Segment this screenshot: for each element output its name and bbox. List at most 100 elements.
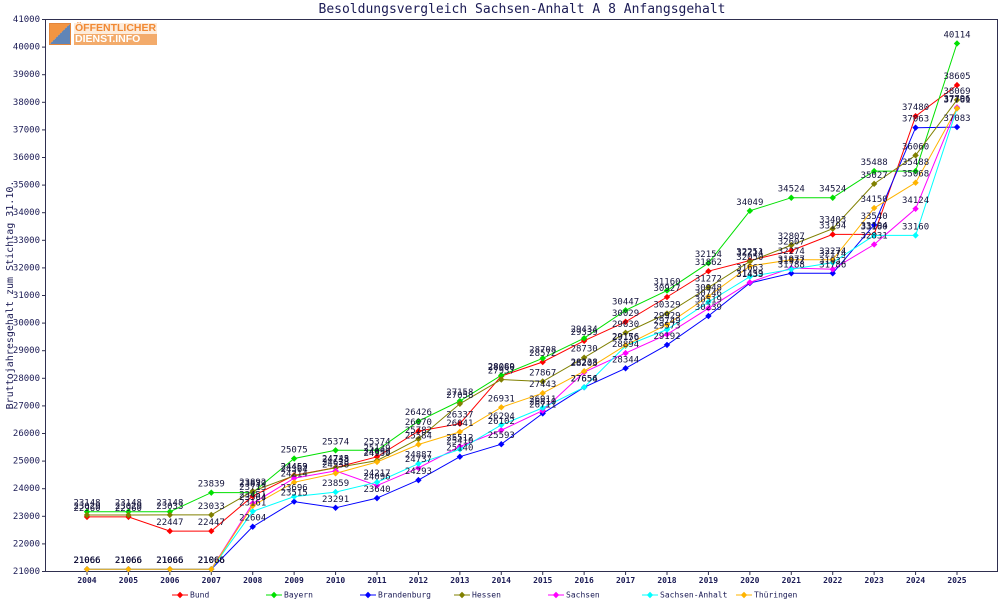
data-label-sachsen-2022: 31932 [819,256,846,266]
point-sachsen-anhalt-2018 [663,326,671,333]
logo-line-2: DIENST.INFO [74,34,158,45]
point-thueringen-2024 [912,179,919,186]
data-label-brandenburg-2018: 29192 [653,332,680,342]
y-tick-label-31000: 31000 [13,291,40,301]
data-label-hessen-2018: 30329 [653,301,680,311]
data-label-brandenburg-2007: 21066 [198,556,225,566]
point-sachsen-2018 [663,331,671,338]
data-label-bund-2016: 29339 [571,328,598,338]
data-label-sachsen-anhalt-2012: 24887 [405,451,432,461]
data-label-sachsen-2005: 21066 [115,556,142,566]
logo-line-1: ÖFFENTLICHER [74,22,158,34]
point-bayern-2007 [208,489,215,496]
point-sachsen-anhalt-2014 [498,421,505,429]
data-label-bayern-2004: 23148 [73,499,100,509]
point-thueringen-2020 [746,262,754,270]
data-label-bund-2011: 25139 [363,444,390,454]
data-label-brandenburg-2021: 31788 [778,260,805,270]
data-label-hessen-2012: 25782 [405,426,432,436]
data-label-sachsen-anhalt-2019: 30746 [695,289,722,299]
x-tick-label-2022: 2022 [823,576,842,585]
line-sachsen-anhalt [87,108,958,570]
data-label-thueringen-2021: 32274 [778,247,805,257]
data-label-brandenburg-2012: 24293 [405,467,432,477]
data-label-hessen-2019: 31272 [695,274,722,284]
point-hessen-2020 [746,258,754,265]
point-bund-2019 [705,268,712,275]
point-brandenburg-2009 [290,498,298,505]
point-thueringen-2008 [249,502,256,509]
point-sachsen-anhalt-2008 [249,508,256,515]
y-tick-label-25000: 25000 [13,457,40,467]
data-label-thueringen-2017: 29176 [612,332,639,342]
point-thueringen-2015 [539,389,546,397]
y-tick-label-30000: 30000 [13,319,40,329]
line-hessen [87,99,958,516]
data-label-sachsen-2004: 21066 [73,556,100,566]
point-sachsen-2024 [912,205,919,212]
legend-label-hessen: Hessen [472,591,501,600]
legend-item-sachsen-anhalt: Sachsen-Anhalt [642,591,728,600]
data-label-sachsen-2009: 24364 [281,465,308,475]
data-label-brandenburg-2008: 22604 [239,514,266,524]
data-label-sachsen-2018: 29573 [653,321,680,331]
point-hessen-2015 [539,378,546,385]
data-label-sachsen-anhalt-2021: 31932 [778,256,805,266]
point-sachsen-anhalt-2023 [870,232,878,239]
point-hessen-2013 [456,400,464,407]
legend-marker-hessen [458,591,466,599]
logo-icon [49,23,71,45]
point-bayern-2014 [498,372,505,379]
data-label-hessen-2006: 23033 [156,502,183,512]
y-tick-label-23000: 23000 [13,512,40,522]
point-hessen-2017 [622,329,629,337]
point-brandenburg-2019 [705,312,712,320]
legend-marker-sachsen [552,591,560,599]
point-bund-2007 [208,527,215,535]
point-hessen-2007 [208,511,215,519]
y-tick-label-41000: 41000 [13,15,40,25]
x-axis: 2004 2005 2006 2007 2008 2009 2010 2011 2012 2013… [77,571,967,585]
data-label-sachsen-2017: 28894 [612,340,639,350]
data-label-bayern-2017: 30447 [612,297,639,307]
y-tick-label-26000: 26000 [13,429,40,439]
series-thueringen [83,105,961,573]
data-label-brandenburg-2022: 31786 [819,260,846,270]
data-label-hessen-2016: 28730 [571,345,598,355]
y-tick-label-39000: 39000 [13,70,40,80]
data-label-thueringen-2005: 21066 [115,556,142,566]
data-label-thueringen-2019: 30948 [695,283,722,293]
data-label-brandenburg-2013: 25140 [446,444,473,454]
data-label-bund-2015: 28572 [529,349,556,359]
data-label-bund-2014: 28060 [488,363,515,373]
point-brandenburg-2023 [870,221,878,229]
x-tick-label-2017: 2017 [616,576,635,585]
point-bayern-2011 [373,447,381,454]
data-labels-layer: 22960 22960 22447 22447 23713 24469 24745 25139… [73,30,970,566]
data-label-bund-2007: 22447 [198,518,225,528]
data-label-brandenburg-2009: 23515 [281,489,308,499]
point-bayern-2004 [83,508,91,515]
data-label-sachsen-2019: 30519 [695,295,722,305]
data-label-sachsen-2008: 23451 [239,490,266,500]
point-sachsen-anhalt-2010 [332,488,339,496]
series-layer [83,40,961,573]
point-hessen-2008 [249,487,256,495]
point-bund-2013 [456,420,464,427]
x-tick-label-2020: 2020 [740,576,759,585]
point-sachsen-2019 [705,305,712,312]
x-tick-label-2016: 2016 [575,576,594,585]
point-bayern-2012 [415,418,422,425]
point-sachsen-anhalt-2020 [746,273,754,280]
series-sachsen-anhalt [83,105,961,573]
point-bund-2015 [539,358,546,366]
point-bayern-2005 [125,508,132,515]
line-sachsen [87,107,958,570]
legend: Bund Bayern Brandenburg Hessen Sachsen Sachse… [172,591,798,600]
data-label-hessen-2008: 23892 [239,478,266,488]
data-label-sachsen-anhalt-2005: 21066 [115,556,142,566]
x-tick-label-2024: 2024 [906,576,925,585]
data-label-bayern-2021: 34524 [778,185,805,195]
x-tick-label-2005: 2005 [119,576,138,585]
legend-item-sachsen: Sachsen [548,591,600,600]
